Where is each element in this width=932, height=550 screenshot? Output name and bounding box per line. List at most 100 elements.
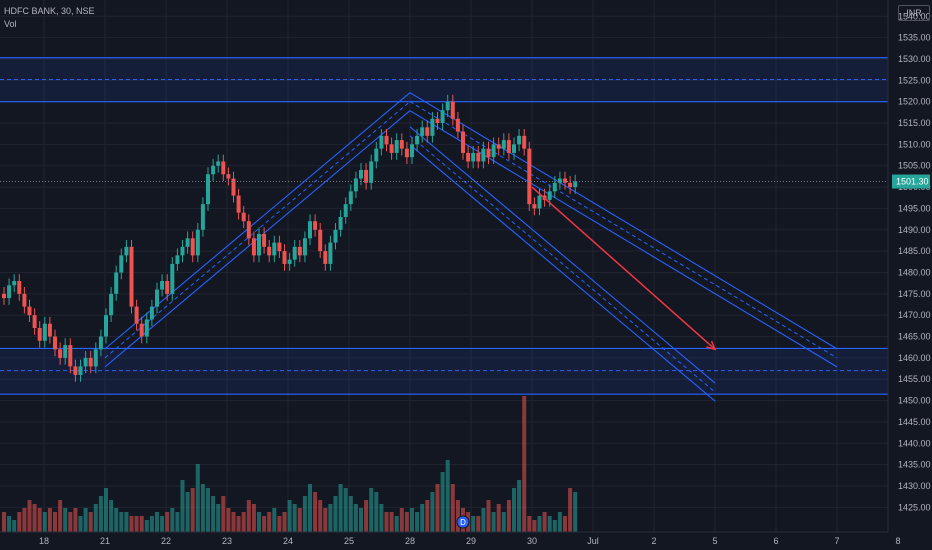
volume-bar — [63, 508, 68, 532]
price-tick-label: 1495.00 — [898, 203, 931, 213]
volume-bar — [420, 504, 425, 532]
candle-body — [88, 357, 93, 367]
candle-body — [425, 127, 430, 136]
volume-bar — [552, 520, 557, 532]
candle-body — [481, 148, 486, 162]
level-zone-2 — [0, 348, 888, 395]
volume-bar — [537, 516, 542, 532]
candle-body — [160, 281, 165, 290]
volume-bar — [308, 484, 312, 532]
candle-body — [78, 366, 83, 375]
volume-bar — [379, 504, 384, 532]
volume-bar — [440, 472, 445, 532]
volume-bar — [251, 504, 256, 532]
volume-bar — [313, 492, 318, 532]
volume-bar — [277, 516, 282, 532]
candle-body — [58, 349, 63, 358]
volume-bar — [359, 508, 363, 532]
candle-body — [420, 127, 425, 136]
projection-arrow — [531, 186, 716, 350]
channel-descending-lower-midline — [409, 135, 716, 393]
candle-body — [231, 178, 236, 196]
volume-bar — [246, 500, 251, 532]
volume-bar — [491, 512, 496, 532]
candle-body — [98, 336, 103, 350]
candle-body — [537, 195, 542, 209]
candle-body — [68, 345, 73, 367]
volume-bar — [486, 500, 491, 532]
volume-bar — [211, 496, 216, 532]
candle-body — [206, 174, 210, 205]
candle-body — [63, 345, 68, 358]
volume-bar — [88, 512, 93, 532]
candle-body — [282, 251, 287, 264]
volume-bar — [155, 512, 159, 532]
volume-bar — [231, 512, 236, 532]
time-tick-label: 5 — [712, 536, 717, 546]
volume-bar — [53, 512, 57, 532]
volume-bar — [573, 492, 578, 532]
price-tick-label: 1490.00 — [898, 225, 931, 235]
candle-body — [211, 165, 216, 175]
time-tick-label: 6 — [773, 536, 778, 546]
candle-body — [119, 255, 124, 273]
candle-body — [37, 327, 42, 341]
volume-bar — [496, 504, 501, 532]
candle-body — [200, 204, 205, 230]
price-tick-label: 1475.00 — [898, 289, 931, 299]
volume-bar — [12, 520, 17, 532]
volume-bar — [302, 496, 307, 532]
chart-legend: HDFC BANK, 30, NSE Vol — [4, 5, 95, 31]
candle-body — [308, 221, 312, 239]
candle-body — [394, 140, 399, 153]
candle-body — [435, 118, 440, 124]
volume-bar — [119, 512, 124, 532]
volume-bar — [364, 500, 369, 532]
candle-body — [236, 195, 241, 213]
volume-bar — [328, 504, 333, 532]
volume-bar — [236, 516, 241, 532]
volume-bar — [399, 508, 404, 532]
symbol-title[interactable]: HDFC BANK, 30, NSE — [4, 6, 95, 16]
candle-body — [134, 306, 139, 324]
channel-descending-upper-edge — [409, 92, 838, 350]
candle-body — [364, 169, 369, 183]
candle-body — [313, 221, 318, 230]
candle-body — [476, 152, 481, 162]
volume-bar — [93, 504, 98, 532]
price-tick-label: 1470.00 — [898, 310, 931, 320]
candle-body — [195, 229, 200, 256]
candle-body — [343, 204, 348, 217]
candle-body — [318, 229, 323, 252]
volume-bar — [338, 484, 343, 532]
volume-bar — [374, 492, 379, 532]
volume-bar — [369, 488, 374, 532]
candle-body — [527, 148, 532, 205]
candle-body — [450, 101, 455, 119]
volume-bar — [7, 516, 12, 532]
time-tick-label: 29 — [466, 536, 476, 546]
volume-bar — [149, 516, 154, 532]
volume-bar — [415, 512, 420, 532]
volume-bar — [68, 512, 73, 532]
time-tick-label: 18 — [39, 536, 49, 546]
candle-body — [185, 238, 190, 247]
volume-legend[interactable]: Vol — [4, 19, 17, 29]
volume-bar — [262, 516, 267, 532]
candle-body — [384, 135, 389, 145]
candle-body — [466, 152, 471, 162]
currency-unit-label[interactable]: INR — [898, 5, 930, 21]
volume-bar — [282, 512, 287, 532]
volume-bar — [272, 508, 277, 532]
candle-body — [501, 140, 506, 149]
volume-bar — [287, 500, 292, 532]
time-tick-label: 24 — [283, 536, 293, 546]
candle-body — [7, 285, 12, 299]
volume-bar — [165, 512, 170, 532]
candle-body — [175, 255, 180, 264]
candle-body — [359, 169, 363, 179]
volume-bar — [348, 496, 353, 532]
candle-body — [22, 293, 27, 307]
